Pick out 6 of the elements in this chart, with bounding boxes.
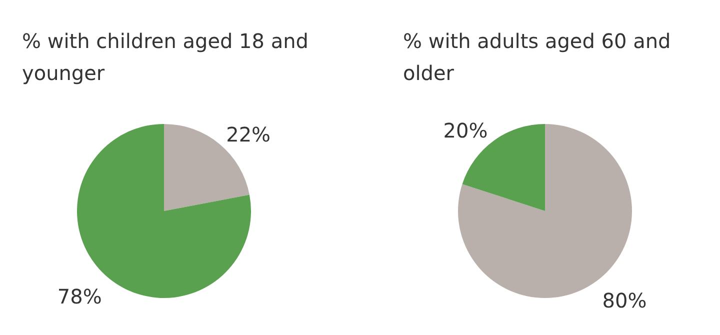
data-label: 80% (602, 288, 647, 312)
chart-title: % with adults aged 60 and older (403, 29, 671, 85)
chart-title: % with children aged 18 and younger (22, 29, 308, 85)
data-label: 22% (226, 122, 271, 146)
data-label: 20% (443, 118, 488, 143)
data-label: 78% (57, 284, 102, 309)
